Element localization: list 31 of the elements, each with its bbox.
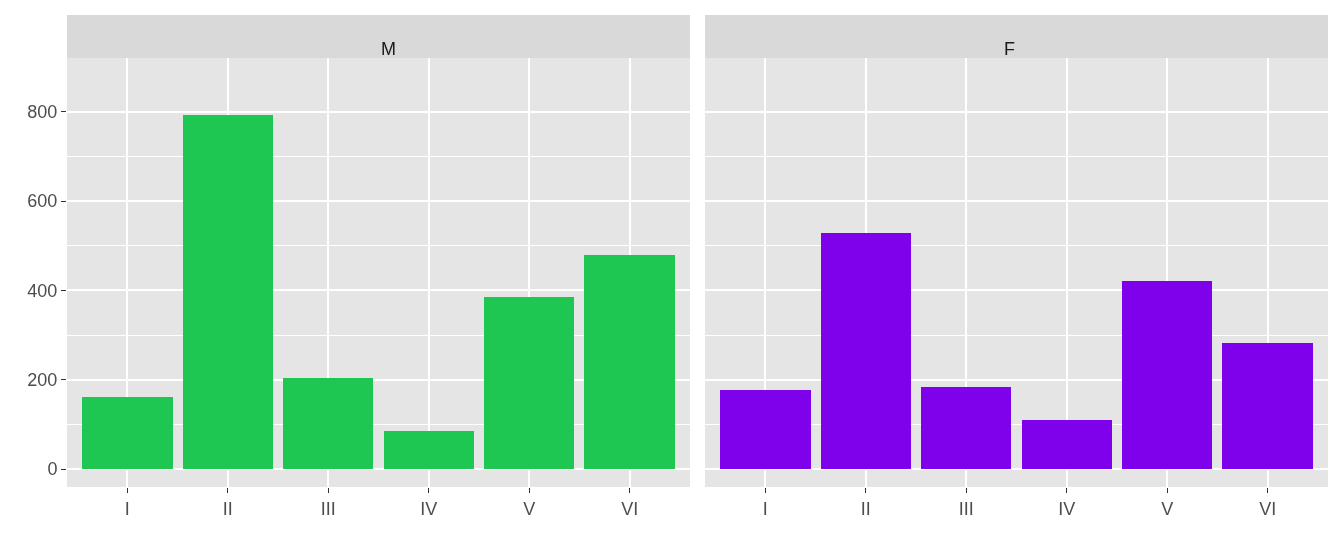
bar xyxy=(821,233,911,469)
bar xyxy=(384,431,474,469)
bar xyxy=(720,390,811,469)
bar xyxy=(584,255,675,469)
y-tick-label: 200 xyxy=(27,370,58,391)
chart-title: M xyxy=(381,39,396,59)
x-tick-label: V xyxy=(523,498,536,519)
x-tick-label: I xyxy=(124,498,130,519)
bar xyxy=(1222,343,1313,469)
y-tick-label: 400 xyxy=(27,280,58,301)
bar xyxy=(484,297,574,469)
x-tick-label: III xyxy=(320,498,336,519)
bar xyxy=(921,387,1011,469)
bar xyxy=(82,397,173,469)
y-tick-label: 600 xyxy=(27,191,58,212)
x-tick-label: II xyxy=(222,498,233,519)
x-tick-label: IV xyxy=(1058,498,1076,519)
x-tick-label: I xyxy=(762,498,768,519)
y-tick-label: 800 xyxy=(27,101,58,122)
x-tick-label: V xyxy=(1161,498,1174,519)
bar xyxy=(183,115,273,469)
x-tick-label: II xyxy=(860,498,871,519)
x-tick-label: VI xyxy=(621,498,639,519)
x-tick-label: III xyxy=(958,498,974,519)
chart-title: F xyxy=(1004,39,1015,59)
bar xyxy=(1122,281,1212,469)
y-tick-label: 0 xyxy=(47,459,58,480)
x-tick-label: IV xyxy=(420,498,438,519)
bar xyxy=(1022,420,1112,469)
x-tick-label: VI xyxy=(1259,498,1277,519)
bar xyxy=(283,378,373,469)
